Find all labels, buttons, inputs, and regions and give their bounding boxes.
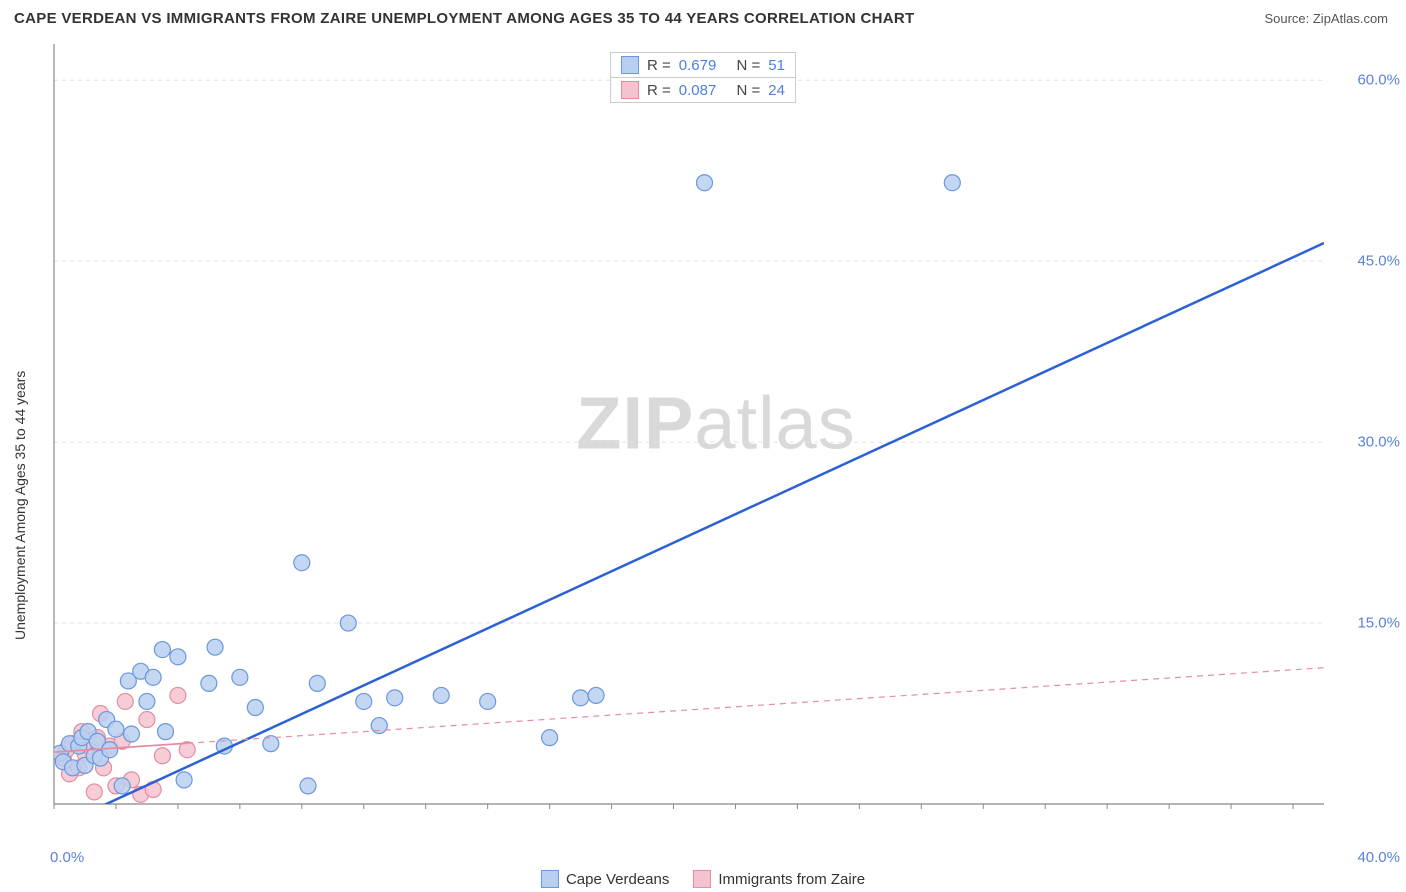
series-legend-label: Cape Verdeans [566, 871, 669, 888]
source-label: Source: ZipAtlas.com [1264, 11, 1388, 26]
y-axis-tick-label: 60.0% [1357, 72, 1400, 89]
r-value: 0.679 [679, 57, 717, 74]
stats-legend-row: R = 0.679 N = 51 [611, 53, 795, 77]
r-label: R = [647, 82, 671, 99]
stats-legend: R = 0.679 N = 51 R = 0.087 N = 24 [610, 52, 796, 103]
y-axis-tick-label: 45.0% [1357, 253, 1400, 270]
y-axis-tick-label: 30.0% [1357, 434, 1400, 451]
chart-title: CAPE VERDEAN VS IMMIGRANTS FROM ZAIRE UN… [14, 10, 915, 27]
legend-swatch [693, 870, 711, 888]
r-label: R = [647, 57, 671, 74]
n-label: N = [737, 82, 761, 99]
x-axis-tick-max: 40.0% [1357, 849, 1400, 866]
n-value: 51 [768, 57, 785, 74]
series-legend-label: Immigrants from Zaire [718, 871, 865, 888]
r-value: 0.087 [679, 82, 717, 99]
legend-swatch [621, 81, 639, 99]
legend-swatch [541, 870, 559, 888]
n-label: N = [737, 57, 761, 74]
series-legend-item: Immigrants from Zaire [693, 870, 865, 888]
series-legend: Cape Verdeans Immigrants from Zaire [541, 870, 865, 888]
x-axis-tick-origin: 0.0% [50, 849, 84, 866]
y-axis-label: Unemployment Among Ages 35 to 44 years [12, 371, 28, 640]
chart-svg [48, 44, 1384, 834]
n-value: 24 [768, 82, 785, 99]
series-legend-item: Cape Verdeans [541, 870, 669, 888]
chart-plot-area: ZIPatlas [48, 44, 1384, 834]
stats-legend-row: R = 0.087 N = 24 [611, 77, 795, 102]
y-axis-tick-label: 15.0% [1357, 615, 1400, 632]
legend-swatch [621, 56, 639, 74]
